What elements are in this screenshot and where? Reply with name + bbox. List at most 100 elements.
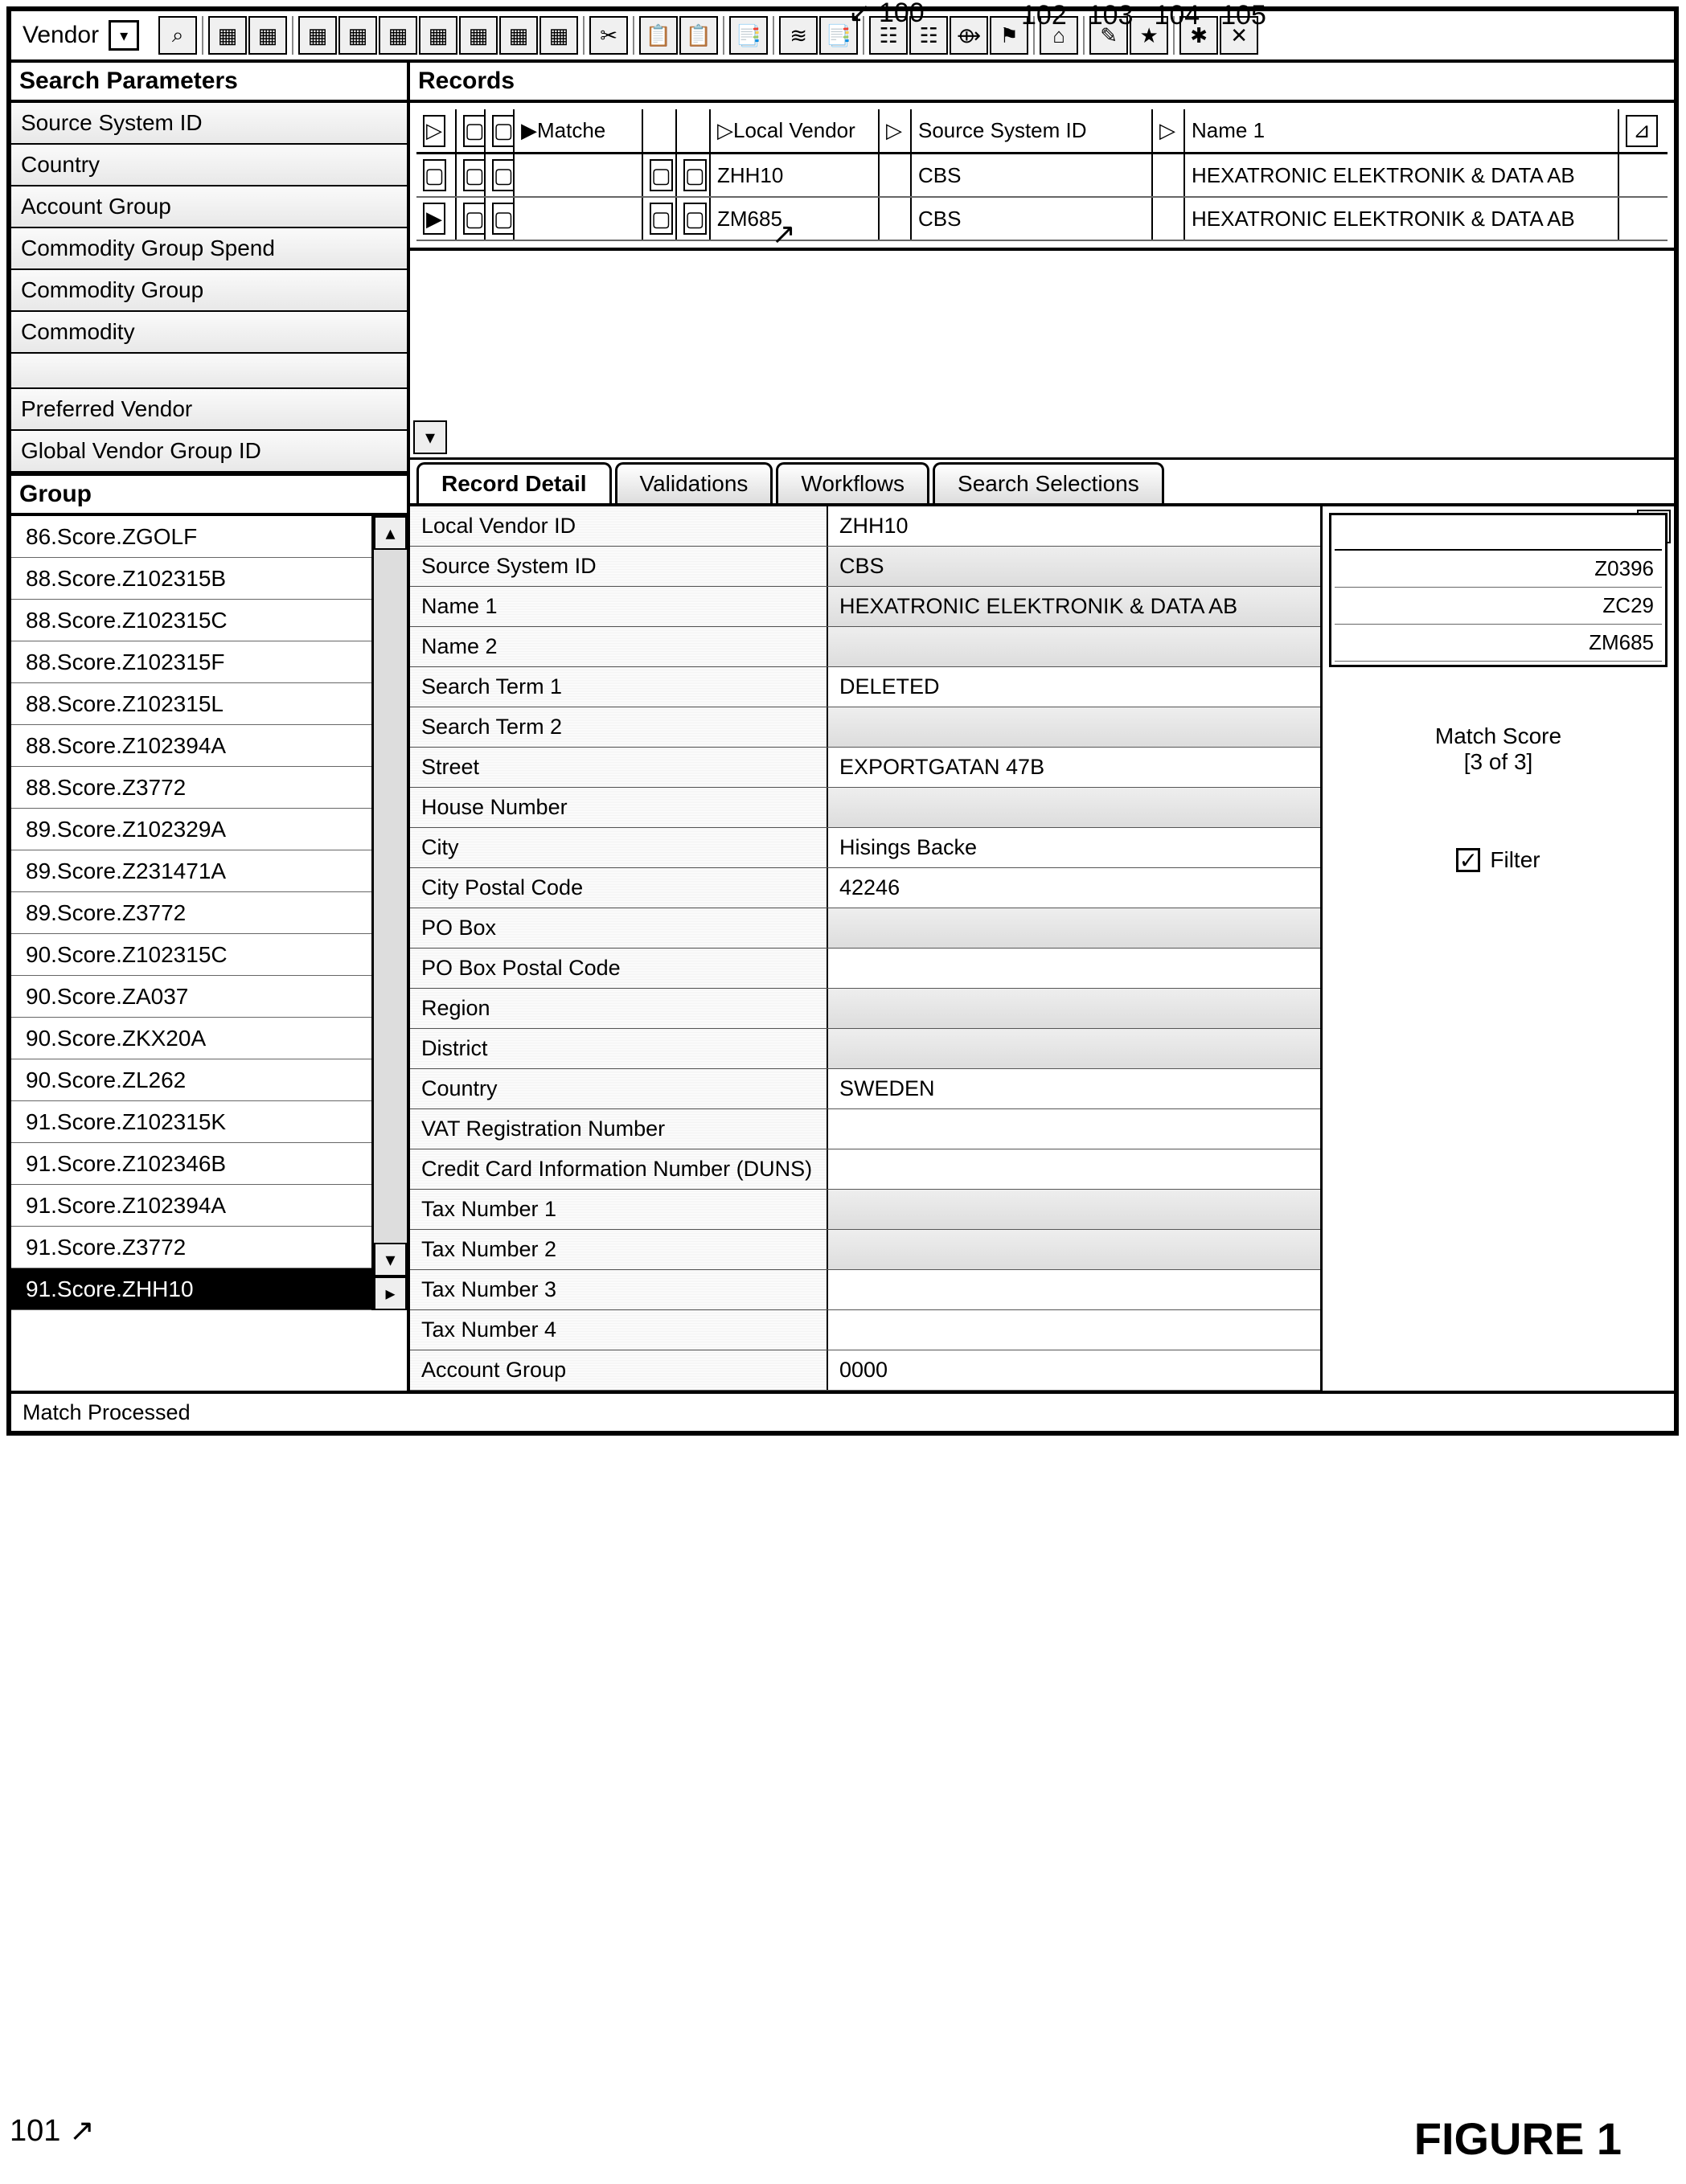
filter-checkbox[interactable]: ✓ (1456, 848, 1480, 872)
detail-value (828, 908, 1320, 948)
group-item[interactable]: 88.Score.Z102315F (11, 641, 371, 683)
tab-workflows[interactable]: Workflows (776, 462, 929, 503)
group-item[interactable]: 88.Score.Z102315C (11, 600, 371, 641)
detail-value (828, 989, 1320, 1028)
detail-value (828, 1270, 1320, 1309)
grid-cell: HEXATRONIC ELEKTRONIK & DATA AB (1185, 198, 1619, 240)
tab-validations[interactable]: Validations (615, 462, 773, 503)
grid-header-cell[interactable]: ▷ (416, 109, 457, 152)
tab-search-selections[interactable]: Search Selections (933, 462, 1164, 503)
search-param-commodity-group-spend[interactable]: Commodity Group Spend (11, 228, 407, 270)
group-item[interactable]: 89.Score.Z3772 (11, 892, 371, 934)
toolbar-icon-9[interactable]: ▦ (539, 16, 578, 55)
toolbar-icon-2[interactable]: ▦ (248, 16, 287, 55)
toolbar-icon-6[interactable]: ▦ (419, 16, 457, 55)
grid-header-cell[interactable]: ▢ (486, 109, 515, 152)
group-item[interactable]: 89.Score.Z231471A (11, 850, 371, 892)
toolbar-icon-12[interactable]: 📋 (679, 16, 718, 55)
group-item[interactable]: 90.Score.ZL262 (11, 1059, 371, 1101)
match-row[interactable]: ZC29 (1335, 588, 1662, 625)
match-score-label: Match Score [3 of 3] (1323, 723, 1674, 775)
group-item[interactable]: 88.Score.Z3772 (11, 767, 371, 809)
records-header: Records (410, 63, 1674, 103)
group-item[interactable]: 91.Score.Z102394A (11, 1185, 371, 1227)
group-item[interactable]: 90.Score.ZA037 (11, 976, 371, 1018)
vendor-label: Vendor (14, 22, 107, 49)
toolbar-icon-18[interactable]: ⟴ (950, 16, 988, 55)
search-param-country[interactable]: Country (11, 145, 407, 186)
match-row[interactable]: Z0396 (1335, 551, 1662, 588)
grid-cell[interactable]: ▢ (457, 198, 486, 240)
toolbar-icon-11[interactable]: 📋 (639, 16, 678, 55)
scroll-down-icon[interactable]: ▾ (374, 1243, 407, 1276)
callout-104: 104 (1154, 0, 1200, 31)
toolbar-icon-7[interactable]: ▦ (459, 16, 498, 55)
search-param-commodity[interactable]: Commodity (11, 312, 407, 354)
toolbar-icon-0[interactable]: ⌕ (158, 16, 197, 55)
detail-value: 0000 (828, 1350, 1320, 1390)
toolbar-icon-1[interactable]: ▦ (208, 16, 247, 55)
search-param-global-vendor-group-id[interactable]: Global Vendor Group ID (11, 431, 407, 473)
grid-header-cell[interactable]: ▷Local Vendor (711, 109, 880, 152)
group-item[interactable]: 88.Score.Z102394A (11, 725, 371, 767)
search-param-account-group[interactable]: Account Group (11, 186, 407, 228)
grid-header-cell[interactable]: ▷ (1153, 109, 1185, 152)
vendor-dropdown[interactable]: ▾ (109, 20, 139, 51)
search-param-[interactable] (11, 354, 407, 389)
grid-header-cell[interactable]: ▶Matche (515, 109, 643, 152)
scroll-right-icon[interactable]: ▸ (374, 1276, 407, 1310)
group-item[interactable]: 86.Score.ZGOLF (11, 516, 371, 558)
grid-cell: HEXATRONIC ELEKTRONIK & DATA AB (1185, 154, 1619, 196)
detail-label: PO Box (410, 908, 828, 948)
detail-value (828, 627, 1320, 666)
group-item[interactable]: 91.Score.Z102346B (11, 1143, 371, 1185)
detail-value: Hisings Backe (828, 828, 1320, 867)
grid-expand-icon[interactable]: ⊿ (1626, 115, 1658, 147)
group-item[interactable]: 88.Score.Z102315L (11, 683, 371, 725)
toolbar-icon-5[interactable]: ▦ (379, 16, 417, 55)
grid-header-cell[interactable] (677, 109, 711, 152)
grid-cell[interactable]: ▢ (486, 198, 515, 240)
group-item[interactable]: 91.Score.Z102315K (11, 1101, 371, 1143)
search-parameters-header: Search Parameters (11, 63, 407, 103)
grid-cell: ▢ (677, 198, 711, 240)
grid-header-cell[interactable] (643, 109, 677, 152)
grid-cell[interactable]: ▢ (416, 154, 457, 196)
grid-cell[interactable]: ▶ (416, 198, 457, 240)
detail-label: House Number (410, 788, 828, 827)
callout-103: 103 (1088, 0, 1134, 31)
toolbar-icon-10[interactable]: ✂ (589, 16, 628, 55)
detail-label: City (410, 828, 828, 867)
figure-label: FIGURE 1 (1414, 2112, 1622, 2165)
group-item[interactable]: 90.Score.ZKX20A (11, 1018, 371, 1059)
grid-header-cell[interactable]: ▢ (457, 109, 486, 152)
tab-record-detail[interactable]: Record Detail (416, 462, 612, 503)
group-item[interactable]: 90.Score.Z102315C (11, 934, 371, 976)
group-item[interactable]: 89.Score.Z102329A (11, 809, 371, 850)
toolbar-icon-14[interactable]: ≋ (779, 16, 818, 55)
callouts-toolbar: 102 103 104 105 (1021, 0, 1266, 31)
detail-label: Name 1 (410, 587, 828, 626)
group-item[interactable]: 88.Score.Z102315B (11, 558, 371, 600)
detail-label: PO Box Postal Code (410, 949, 828, 988)
group-item[interactable]: 91.Score.ZHH10 (11, 1268, 371, 1310)
search-param-preferred-vendor[interactable]: Preferred Vendor (11, 389, 407, 431)
records-scroll-down-icon[interactable]: ▾ (413, 420, 447, 454)
grid-cell[interactable]: ▢ (457, 154, 486, 196)
grid-cell: ▢ (677, 154, 711, 196)
toolbar-icon-3[interactable]: ▦ (298, 16, 337, 55)
grid-cell[interactable]: ▢ (486, 154, 515, 196)
grid-header-cell[interactable]: Name 1 (1185, 109, 1619, 152)
toolbar-icon-8[interactable]: ▦ (499, 16, 538, 55)
match-row[interactable]: ZM685 (1335, 625, 1662, 662)
search-param-source-system-id[interactable]: Source System ID (11, 103, 407, 145)
toolbar-icon-4[interactable]: ▦ (338, 16, 377, 55)
toolbar-icon-13[interactable]: 📑 (729, 16, 768, 55)
group-item[interactable]: 91.Score.Z3772 (11, 1227, 371, 1268)
search-param-commodity-group[interactable]: Commodity Group (11, 270, 407, 312)
scroll-up-icon[interactable]: ▴ (374, 516, 407, 550)
grid-cell: CBS (912, 198, 1153, 240)
grid-header-cell[interactable]: Source System ID (912, 109, 1153, 152)
grid-header-cell[interactable]: ▷ (880, 109, 912, 152)
group-scrollbar[interactable]: ▴ ▾ ▸ (371, 516, 407, 1310)
